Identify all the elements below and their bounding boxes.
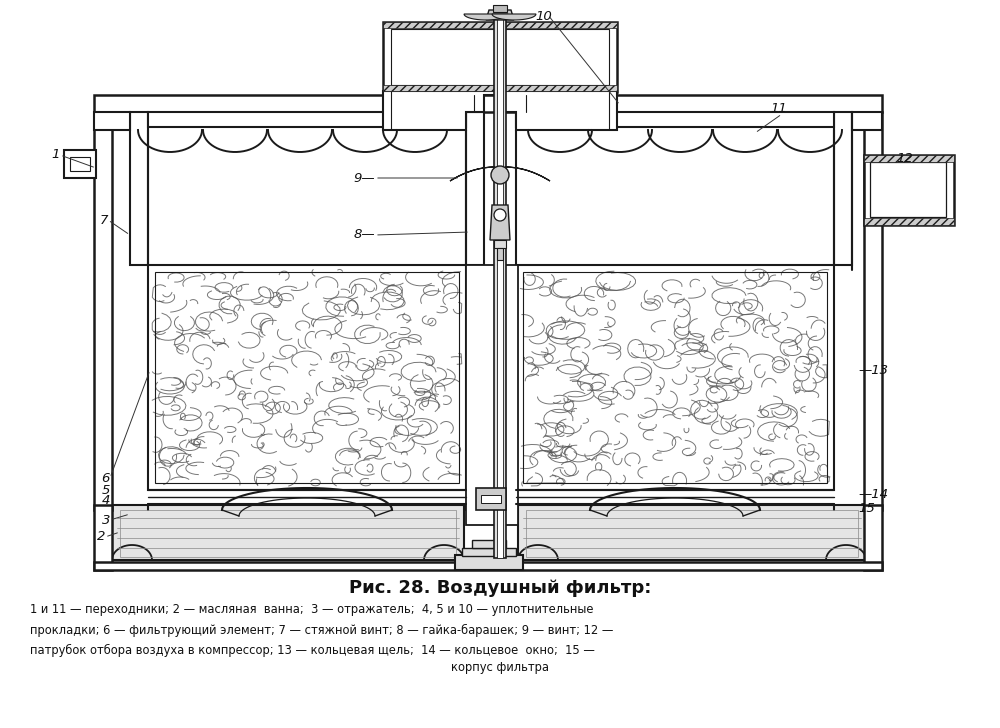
Bar bbox=[94, 562, 882, 570]
Bar bbox=[481, 495, 501, 503]
Text: 11: 11 bbox=[770, 101, 787, 114]
Bar bbox=[155, 272, 459, 483]
Text: —14: —14 bbox=[858, 488, 888, 502]
Text: 4: 4 bbox=[102, 494, 110, 507]
Polygon shape bbox=[518, 505, 866, 560]
Bar bbox=[497, 12, 503, 558]
Circle shape bbox=[494, 209, 506, 221]
Polygon shape bbox=[864, 155, 954, 162]
Polygon shape bbox=[150, 267, 464, 488]
Polygon shape bbox=[497, 248, 503, 260]
Bar bbox=[523, 272, 827, 483]
Text: корпус фильтра: корпус фильтра bbox=[451, 662, 549, 675]
Bar bbox=[494, 12, 506, 558]
Bar bbox=[70, 157, 90, 171]
Text: 6: 6 bbox=[102, 472, 110, 485]
Text: —13: —13 bbox=[858, 363, 888, 376]
Bar bbox=[64, 150, 96, 178]
Text: 3: 3 bbox=[102, 513, 110, 526]
Bar bbox=[516, 112, 834, 127]
Bar bbox=[148, 112, 466, 127]
Bar bbox=[476, 488, 506, 510]
Bar bbox=[466, 112, 484, 265]
Bar bbox=[462, 548, 516, 556]
Text: 15: 15 bbox=[858, 502, 875, 515]
Bar bbox=[94, 505, 112, 570]
Polygon shape bbox=[492, 14, 536, 20]
Polygon shape bbox=[464, 14, 508, 20]
Polygon shape bbox=[490, 205, 510, 240]
Bar bbox=[864, 155, 954, 225]
Text: 8—: 8— bbox=[353, 229, 375, 242]
Text: 1: 1 bbox=[52, 149, 60, 162]
Bar bbox=[130, 112, 148, 265]
Polygon shape bbox=[500, 91, 617, 130]
Bar bbox=[870, 162, 946, 217]
Bar bbox=[383, 22, 617, 92]
Text: 1 и 11 — переходники; 2 — масляная  ванна;  3 — отражатель;  4, 5 и 10 — уплотни: 1 и 11 — переходники; 2 — масляная ванна… bbox=[30, 604, 594, 617]
Polygon shape bbox=[450, 167, 495, 181]
Bar bbox=[94, 112, 112, 510]
Polygon shape bbox=[383, 22, 617, 28]
Polygon shape bbox=[505, 167, 550, 181]
Polygon shape bbox=[493, 5, 507, 12]
Text: 7: 7 bbox=[100, 213, 108, 226]
Polygon shape bbox=[112, 505, 464, 560]
Bar bbox=[864, 505, 882, 570]
Bar bbox=[472, 540, 506, 548]
Bar bbox=[516, 265, 834, 490]
Text: 9—: 9— bbox=[353, 172, 375, 184]
Text: патрубок отбора воздуха в компрессор; 13 — кольцевая щель;  14 — кольцевое  окно: патрубок отбора воздуха в компрессор; 13… bbox=[30, 644, 595, 657]
Bar bbox=[148, 265, 466, 490]
Bar bbox=[864, 112, 882, 510]
Polygon shape bbox=[852, 112, 882, 130]
Polygon shape bbox=[864, 218, 954, 225]
Bar bbox=[120, 510, 456, 557]
Text: 10: 10 bbox=[535, 10, 552, 23]
Text: 5: 5 bbox=[102, 483, 110, 496]
Polygon shape bbox=[518, 267, 832, 488]
Polygon shape bbox=[383, 85, 617, 91]
Polygon shape bbox=[494, 240, 506, 248]
Text: Рис. 28. Воздушный фильтр:: Рис. 28. Воздушный фильтр: bbox=[349, 579, 651, 597]
Circle shape bbox=[491, 166, 509, 184]
Polygon shape bbox=[383, 91, 500, 130]
Polygon shape bbox=[94, 112, 130, 130]
Text: 2: 2 bbox=[97, 531, 105, 544]
Bar bbox=[526, 510, 858, 557]
Text: 12: 12 bbox=[896, 151, 913, 165]
Bar bbox=[834, 112, 852, 265]
Bar bbox=[455, 555, 523, 570]
Bar bbox=[466, 265, 518, 525]
Bar bbox=[94, 95, 882, 112]
Bar bbox=[391, 29, 609, 85]
Text: прокладки; 6 — фильтрующий элемент; 7 — стяжной винт; 8 — гайка-барашек; 9 — вин: прокладки; 6 — фильтрующий элемент; 7 — … bbox=[30, 623, 613, 636]
Polygon shape bbox=[486, 10, 514, 20]
